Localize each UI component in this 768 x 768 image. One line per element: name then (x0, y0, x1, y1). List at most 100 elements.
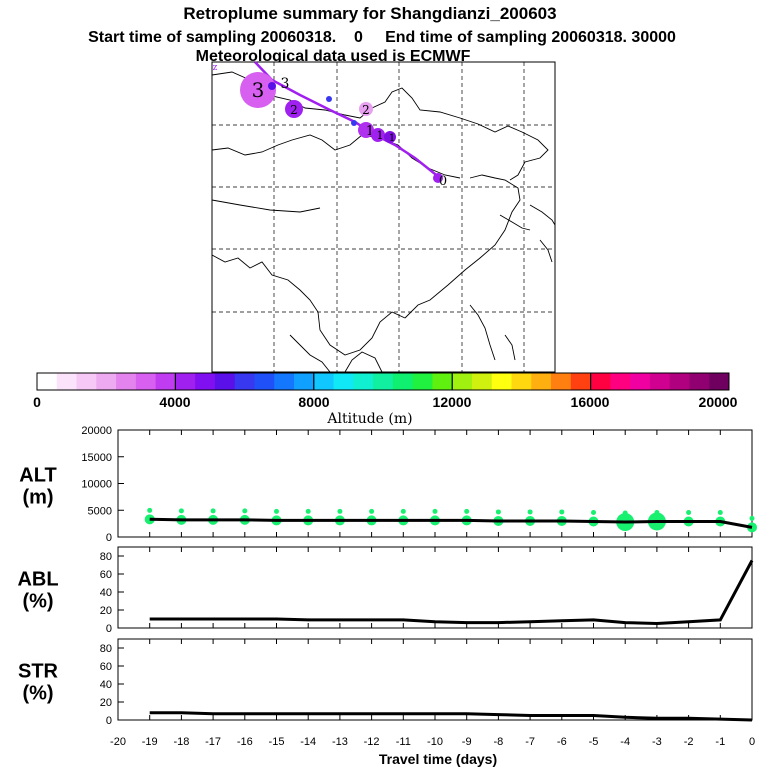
colorbar-swatch (56, 373, 78, 390)
x-tick-label: -3 (652, 736, 662, 748)
colorbar-swatch (669, 373, 690, 390)
colorbar-swatch (551, 373, 572, 390)
trajectory-point-label: 0 (439, 174, 447, 189)
panel-label: ABL (17, 569, 58, 591)
colorbar-swatch (234, 373, 255, 390)
x-tick-label: -2 (684, 736, 694, 748)
colorbar-tick: 12000 (433, 394, 472, 410)
trajectory-point-label: 3 (252, 78, 265, 102)
series-line (149, 711, 753, 722)
colorbar-swatch (116, 373, 137, 390)
colorbar-swatch (353, 373, 374, 390)
panel-alt: 0 5000 10000 15000 20000 ALT(m) (19, 425, 757, 544)
colorbar-swatch (531, 373, 552, 390)
trajectory-point (285, 100, 303, 118)
altitude-spread-marker (622, 510, 628, 516)
series-line (149, 517, 753, 529)
altitude-spread-marker (274, 508, 279, 514)
x-tick-label: -13 (332, 736, 348, 748)
y-tick-label: 0 (106, 623, 112, 635)
x-tick-label: -4 (620, 736, 630, 748)
trajectory-point (371, 128, 385, 142)
x-tick-label: -7 (525, 736, 535, 748)
x-tick-label: -15 (269, 736, 285, 748)
x-tick-label: -14 (300, 736, 316, 748)
altitude-spread-marker (210, 508, 216, 514)
y-tick-label: 0 (106, 715, 112, 727)
colorbar-swatch (649, 373, 671, 390)
altitude-spread-marker (495, 509, 501, 515)
altitude-spread-marker (337, 508, 343, 514)
trajectory-point-label: z (213, 63, 218, 73)
altitude-spread-marker (432, 508, 438, 514)
colorbar-swatch (313, 373, 335, 390)
colorbar-tick: 4000 (159, 394, 190, 410)
x-tick-label: -19 (142, 736, 158, 748)
time-series-panels: 05000100001500020000ALT(m)020406080ABL(%… (17, 425, 757, 748)
panel-unit: (m) (22, 487, 53, 509)
altitude-spread-marker (178, 508, 184, 514)
colorbar-swatch (274, 373, 295, 390)
trajectory-map: 3 3 2 2 1 1 1 0 z (211, 61, 556, 373)
panel-frame (117, 546, 753, 629)
y-tick-label: 80 (100, 551, 112, 563)
colorbar-swatch (135, 373, 157, 390)
altitude-colorbar (36, 372, 730, 391)
panel-label: ALT (19, 465, 56, 487)
x-tick-label: -11 (396, 736, 411, 748)
colorbar-tick: 8000 (298, 394, 329, 410)
y-tick-label: 5000 (88, 505, 112, 517)
colorbar-swatch (195, 373, 216, 390)
trajectory-point-label: 1 (389, 133, 395, 144)
x-tick-label: -5 (589, 736, 599, 748)
map-gridlines (212, 62, 555, 372)
colorbar-swatch (590, 373, 611, 390)
panel-label: STR (18, 661, 59, 683)
x-tick-label: -8 (494, 736, 504, 748)
altitude-spread-marker (527, 509, 533, 515)
trajectory-point (359, 102, 373, 116)
trajectory-point (268, 82, 276, 90)
x-tick-label: -6 (557, 736, 567, 748)
x-tick-label: -18 (173, 736, 189, 748)
figure-subtitle: Start time of sampling 20060318. 0 End t… (88, 29, 676, 46)
x-tick-label: 0 (749, 736, 755, 748)
altitude-spread-marker (400, 508, 406, 514)
colorbar-swatch (37, 373, 58, 390)
altitude-spread-marker (591, 509, 596, 515)
y-tick-label: 60 (100, 661, 112, 673)
colorbar-swatch (294, 373, 315, 390)
colorbar-swatch (412, 373, 433, 390)
altitude-spread-marker (305, 508, 311, 514)
colorbar-swatch (471, 373, 493, 390)
altitude-spread-marker (464, 508, 470, 514)
met-data-note: Meteorological data used is ECMWF (196, 48, 471, 65)
x-tick-label: -1 (715, 736, 725, 748)
altitude-spread-marker (369, 508, 375, 514)
altitude-spread-marker (717, 509, 723, 515)
colorbar-frame (36, 372, 730, 391)
colorbar-tick: 0 (33, 394, 41, 410)
colorbar-swatch (630, 373, 651, 390)
colorbar-swatch (175, 373, 196, 390)
colorbar-tick-labels: 0 4000 8000 12000 16000 20000 (33, 394, 738, 410)
panel-unit: (%) (22, 591, 53, 613)
y-tick-label: 80 (100, 643, 112, 655)
altitude-spread-marker (686, 509, 692, 515)
colorbar-tick: 20000 (699, 394, 738, 410)
altitude-spread-marker (147, 507, 153, 513)
colorbar-swatch (491, 373, 513, 390)
x-axis-label: Travel time (days) (379, 751, 497, 767)
x-tick-label: -20 (110, 736, 126, 748)
x-tick-label: -9 (462, 736, 472, 748)
y-tick-label: 20 (100, 697, 112, 709)
colorbar-swatch (709, 373, 730, 390)
colorbar-swatch (511, 373, 532, 390)
trajectory-point-label: 1 (377, 129, 384, 142)
y-tick-label: 20000 (81, 425, 112, 437)
trajectory-point (351, 120, 357, 126)
colorbar-label: Altitude (m) (326, 411, 412, 427)
trajectory-point (240, 72, 276, 108)
y-tick-label: 20 (100, 605, 112, 617)
